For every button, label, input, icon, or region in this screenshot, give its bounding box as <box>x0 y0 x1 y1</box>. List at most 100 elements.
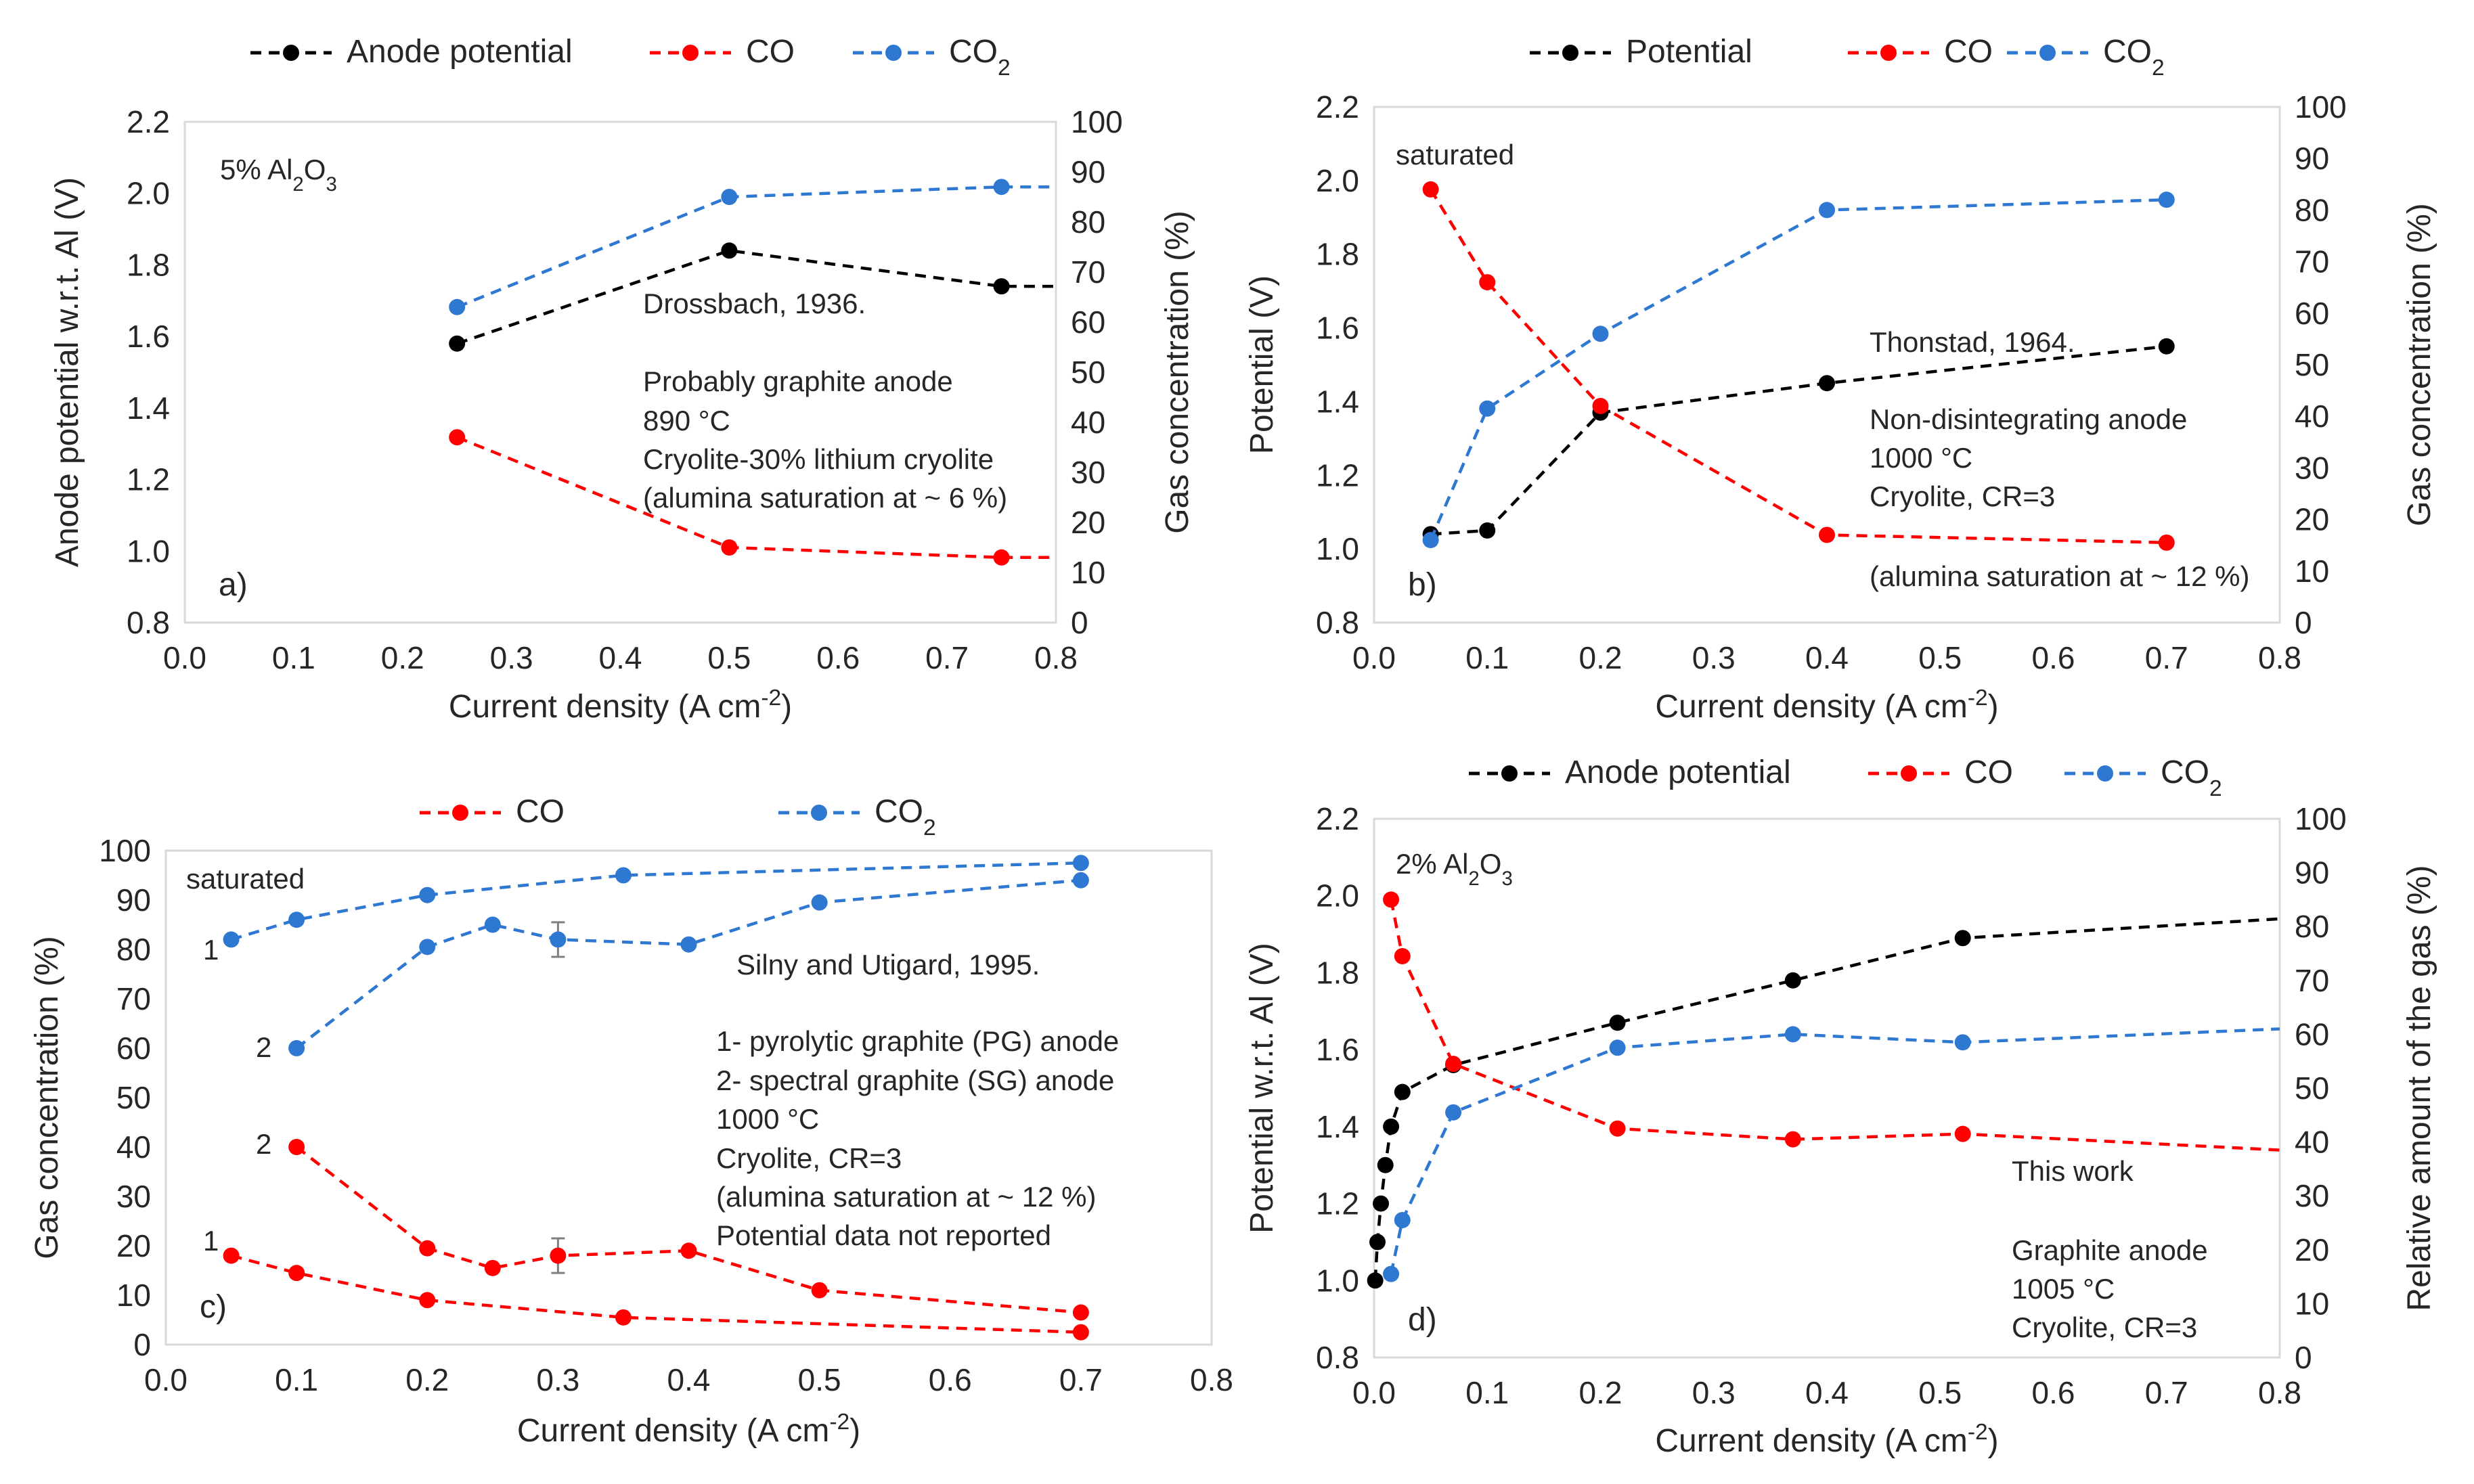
x-tick-label: 0.8 <box>1034 640 1078 675</box>
data-point <box>1383 1265 1400 1282</box>
data-point <box>419 1292 436 1309</box>
data-point <box>449 335 466 352</box>
legend-entry: CO <box>1848 34 1993 70</box>
data-point <box>1369 1234 1386 1251</box>
y-left-tick-label: 60 <box>116 1031 151 1066</box>
y-left-tick-label: 1.2 <box>1316 457 1359 493</box>
data-point <box>288 1040 305 1056</box>
legend-marker <box>682 45 699 61</box>
y-left-tick-label: 2.2 <box>127 104 170 139</box>
y-right-tick-label: 80 <box>1071 204 1105 240</box>
x-tick-label: 0.2 <box>381 640 424 675</box>
annotation: Silny and Utigard, 1995. <box>736 949 1040 981</box>
x-tick-label: 0.3 <box>1692 640 1736 675</box>
x-axis-label: Current density (A cm-2) <box>517 1410 860 1449</box>
y-left-tick-label: 2.0 <box>1316 878 1359 914</box>
legend-marker <box>1901 765 1917 782</box>
data-point <box>1422 532 1439 549</box>
series-line <box>230 1254 1081 1334</box>
legend-marker <box>2097 765 2113 782</box>
legend-marker <box>1501 765 1518 782</box>
annotation: saturated <box>186 863 305 895</box>
annotation: 1000 °C <box>1870 442 1972 474</box>
x-tick-label: 0.0 <box>1352 1375 1396 1410</box>
annotation: Thonstad, 1964. <box>1870 326 2075 358</box>
legend-marker <box>452 805 468 821</box>
series-co2 <box>1422 192 2175 549</box>
data-point <box>721 189 738 205</box>
y-right-tick-label: 40 <box>1071 405 1105 440</box>
y-right-tick-label: 0 <box>2295 605 2312 640</box>
panel-c: 0.0 0.1 0.2 0.3 0.4 0.5 0.6 0.7 0.8 0 10 20 30 40 50 60… <box>29 794 1233 1449</box>
data-point <box>615 867 632 884</box>
data-point <box>721 539 738 556</box>
data-point <box>993 278 1010 295</box>
y-right-tick-label: 50 <box>1071 355 1105 390</box>
data-point <box>1072 855 1089 872</box>
panel-a: 0.0 0.1 0.2 0.3 0.4 0.5 0.6 0.7 0.8 0.8 1.0 1.2 1.4 1… <box>49 34 1195 725</box>
data-point <box>288 1139 305 1155</box>
x-tick-label: 0.4 <box>1805 1375 1849 1410</box>
y-right-tick-label: 80 <box>2295 192 2329 227</box>
series-co2-1- <box>223 855 1089 948</box>
y-left-tick-label: 20 <box>116 1228 151 1263</box>
x-tick-label: 0.2 <box>405 1362 449 1397</box>
data-point <box>1479 400 1496 417</box>
data-point <box>1394 947 1411 964</box>
y-left-tick-label: 0.8 <box>1316 1340 1359 1375</box>
data-point <box>2158 192 2175 208</box>
data-point <box>1592 397 1609 414</box>
panel-b: 0.0 0.1 0.2 0.3 0.4 0.5 0.6 0.7 0.8 0.8 1.0 1.2 1.4 1… <box>1244 34 2437 725</box>
y-right-axis-label: Relative amount of the gas (%) <box>2402 865 2437 1311</box>
plot-area-d <box>1373 817 2281 1359</box>
annotation: Cryolite, CR=3 <box>716 1142 902 1174</box>
x-tick-label: 0.1 <box>272 640 315 675</box>
y-right-axis-label: Gas concentration (%) <box>2402 203 2437 526</box>
x-tick-label: 0.1 <box>275 1362 318 1397</box>
legend-label: Anode potential <box>347 34 573 70</box>
y-left-tick-label: 1.2 <box>127 462 170 497</box>
data-point <box>1072 872 1089 889</box>
y-left-tick-label: 1.0 <box>1316 531 1359 566</box>
annotation: Non-disintegrating anode <box>1870 403 2187 435</box>
y-left-tick-label: 1.2 <box>1316 1186 1359 1221</box>
annotation: 2% Al2O3 <box>1396 848 1513 890</box>
plot-area-b <box>1373 106 2281 624</box>
x-tick-label: 0.4 <box>1805 640 1849 675</box>
x-tick-label: 0.7 <box>2145 1375 2188 1410</box>
y-right-tick-label: 70 <box>2295 963 2329 998</box>
annotation: 890 °C <box>643 405 730 436</box>
y-left-tick-label: 2.2 <box>1316 801 1359 836</box>
data-point <box>1819 375 1835 392</box>
y-left-tick-label: 100 <box>99 833 151 868</box>
legend-label: CO <box>516 794 565 830</box>
annotation: (alumina saturation at ~ 6 %) <box>643 482 1007 514</box>
panel-d: 0.0 0.1 0.2 0.3 0.4 0.5 0.6 0.7 0.8 0.8 1.0 1.2 1.4 1… <box>1244 755 2437 1459</box>
y-right-tick-label: 90 <box>2295 141 2329 176</box>
y-right-tick-label: 100 <box>2295 89 2347 125</box>
panel-label: b) <box>1408 567 1437 603</box>
x-tick-label: 0.6 <box>2032 1375 2075 1410</box>
y-right-tick-label: 60 <box>2295 1016 2329 1052</box>
data-point <box>1445 1056 1462 1073</box>
legend-marker <box>885 45 902 61</box>
x-tick-label: 0.7 <box>1059 1362 1103 1397</box>
data-point <box>223 1247 240 1264</box>
data-point <box>1592 325 1609 342</box>
data-point <box>1609 1120 1626 1137</box>
data-point <box>484 1259 501 1276</box>
legend-label: CO <box>746 34 795 70</box>
x-tick-label: 0.8 <box>1190 1362 1233 1397</box>
legend-entry: CO2 <box>853 34 1011 81</box>
x-tick-label: 0.5 <box>707 640 751 675</box>
legend-label: Anode potential <box>1565 755 1791 790</box>
data-point <box>1394 1083 1411 1100</box>
y-left-tick-label: 50 <box>116 1080 151 1115</box>
data-point <box>550 931 567 948</box>
panel-label: a) <box>219 567 248 603</box>
x-tick-label: 0.0 <box>1352 640 1396 675</box>
x-tick-label: 0.5 <box>1918 1375 1962 1410</box>
legend-label: CO2 <box>2161 755 2222 801</box>
y-right-tick-label: 100 <box>2295 801 2347 836</box>
